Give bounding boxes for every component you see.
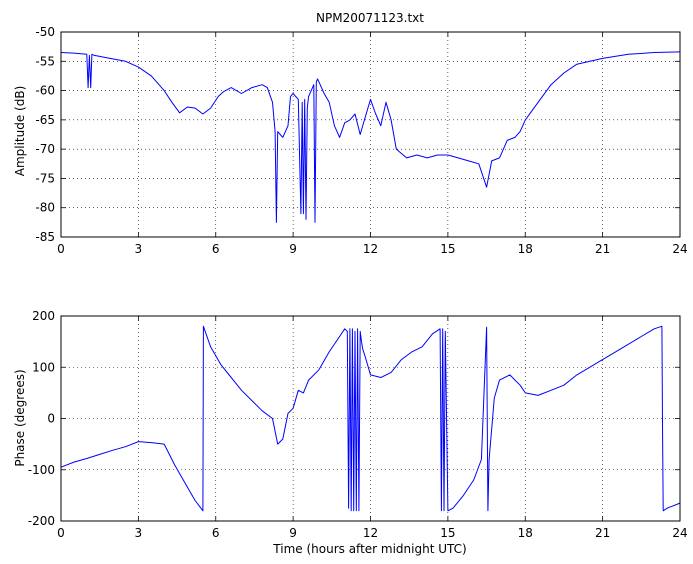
amplitude-x-tick-label: 0 xyxy=(57,242,65,256)
phase-x-tick-label: 0 xyxy=(57,526,65,540)
phase-x-tick-label: 12 xyxy=(363,526,378,540)
amplitude-x-tick-label: 12 xyxy=(363,242,378,256)
amplitude-x-tick-label: 21 xyxy=(595,242,610,256)
amplitude-y-tick-label: -55 xyxy=(35,54,55,68)
phase-x-tick-label: 24 xyxy=(672,526,687,540)
phase-x-tick-label: 21 xyxy=(595,526,610,540)
phase-y-tick-label: 200 xyxy=(32,309,55,323)
amplitude-y-axis-label: Amplitude (dB) xyxy=(13,86,27,177)
phase-y-tick-label: -200 xyxy=(28,514,55,528)
chart-title: NPM20071123.txt xyxy=(316,11,424,25)
amplitude-x-tick-label: 9 xyxy=(289,242,297,256)
phase-y-tick-label: -100 xyxy=(28,463,55,477)
phase-y-tick-label: 100 xyxy=(32,360,55,374)
phase-series-line xyxy=(60,325,681,512)
phase-x-tick-label: 6 xyxy=(212,526,220,540)
amplitude-y-tick-label: -85 xyxy=(35,230,55,244)
amplitude-x-tick-label: 24 xyxy=(672,242,687,256)
amplitude-x-tick-label: 3 xyxy=(135,242,143,256)
amplitude-y-tick-label: -80 xyxy=(35,201,55,215)
amplitude-y-tick-label: -75 xyxy=(35,171,55,185)
amplitude-series-line xyxy=(60,51,681,223)
phase-x-tick-label: 9 xyxy=(289,526,297,540)
phase-y-axis-label: Phase (degrees) xyxy=(13,369,27,466)
amplitude-plot-area xyxy=(61,32,680,237)
amplitude-y-tick-label: -50 xyxy=(35,25,55,39)
phase-x-tick-label: 15 xyxy=(440,526,455,540)
amplitude-axes-frame xyxy=(60,31,681,238)
amplitude-y-tick-label: -65 xyxy=(35,113,55,127)
amplitude-x-tick-label: 15 xyxy=(440,242,455,256)
time-x-axis-label: Time (hours after midnight UTC) xyxy=(272,542,466,556)
phase-x-tick-label: 3 xyxy=(135,526,143,540)
amplitude-y-tick-label: -70 xyxy=(35,142,55,156)
phase-x-tick-label: 18 xyxy=(518,526,533,540)
amplitude-x-tick-label: 18 xyxy=(518,242,533,256)
phase-y-tick-label: 0 xyxy=(47,412,55,426)
phase-plot-area xyxy=(61,316,680,521)
phase-axes-frame xyxy=(60,315,681,522)
amplitude-y-tick-label: -60 xyxy=(35,84,55,98)
amplitude-x-tick-label: 6 xyxy=(212,242,220,256)
